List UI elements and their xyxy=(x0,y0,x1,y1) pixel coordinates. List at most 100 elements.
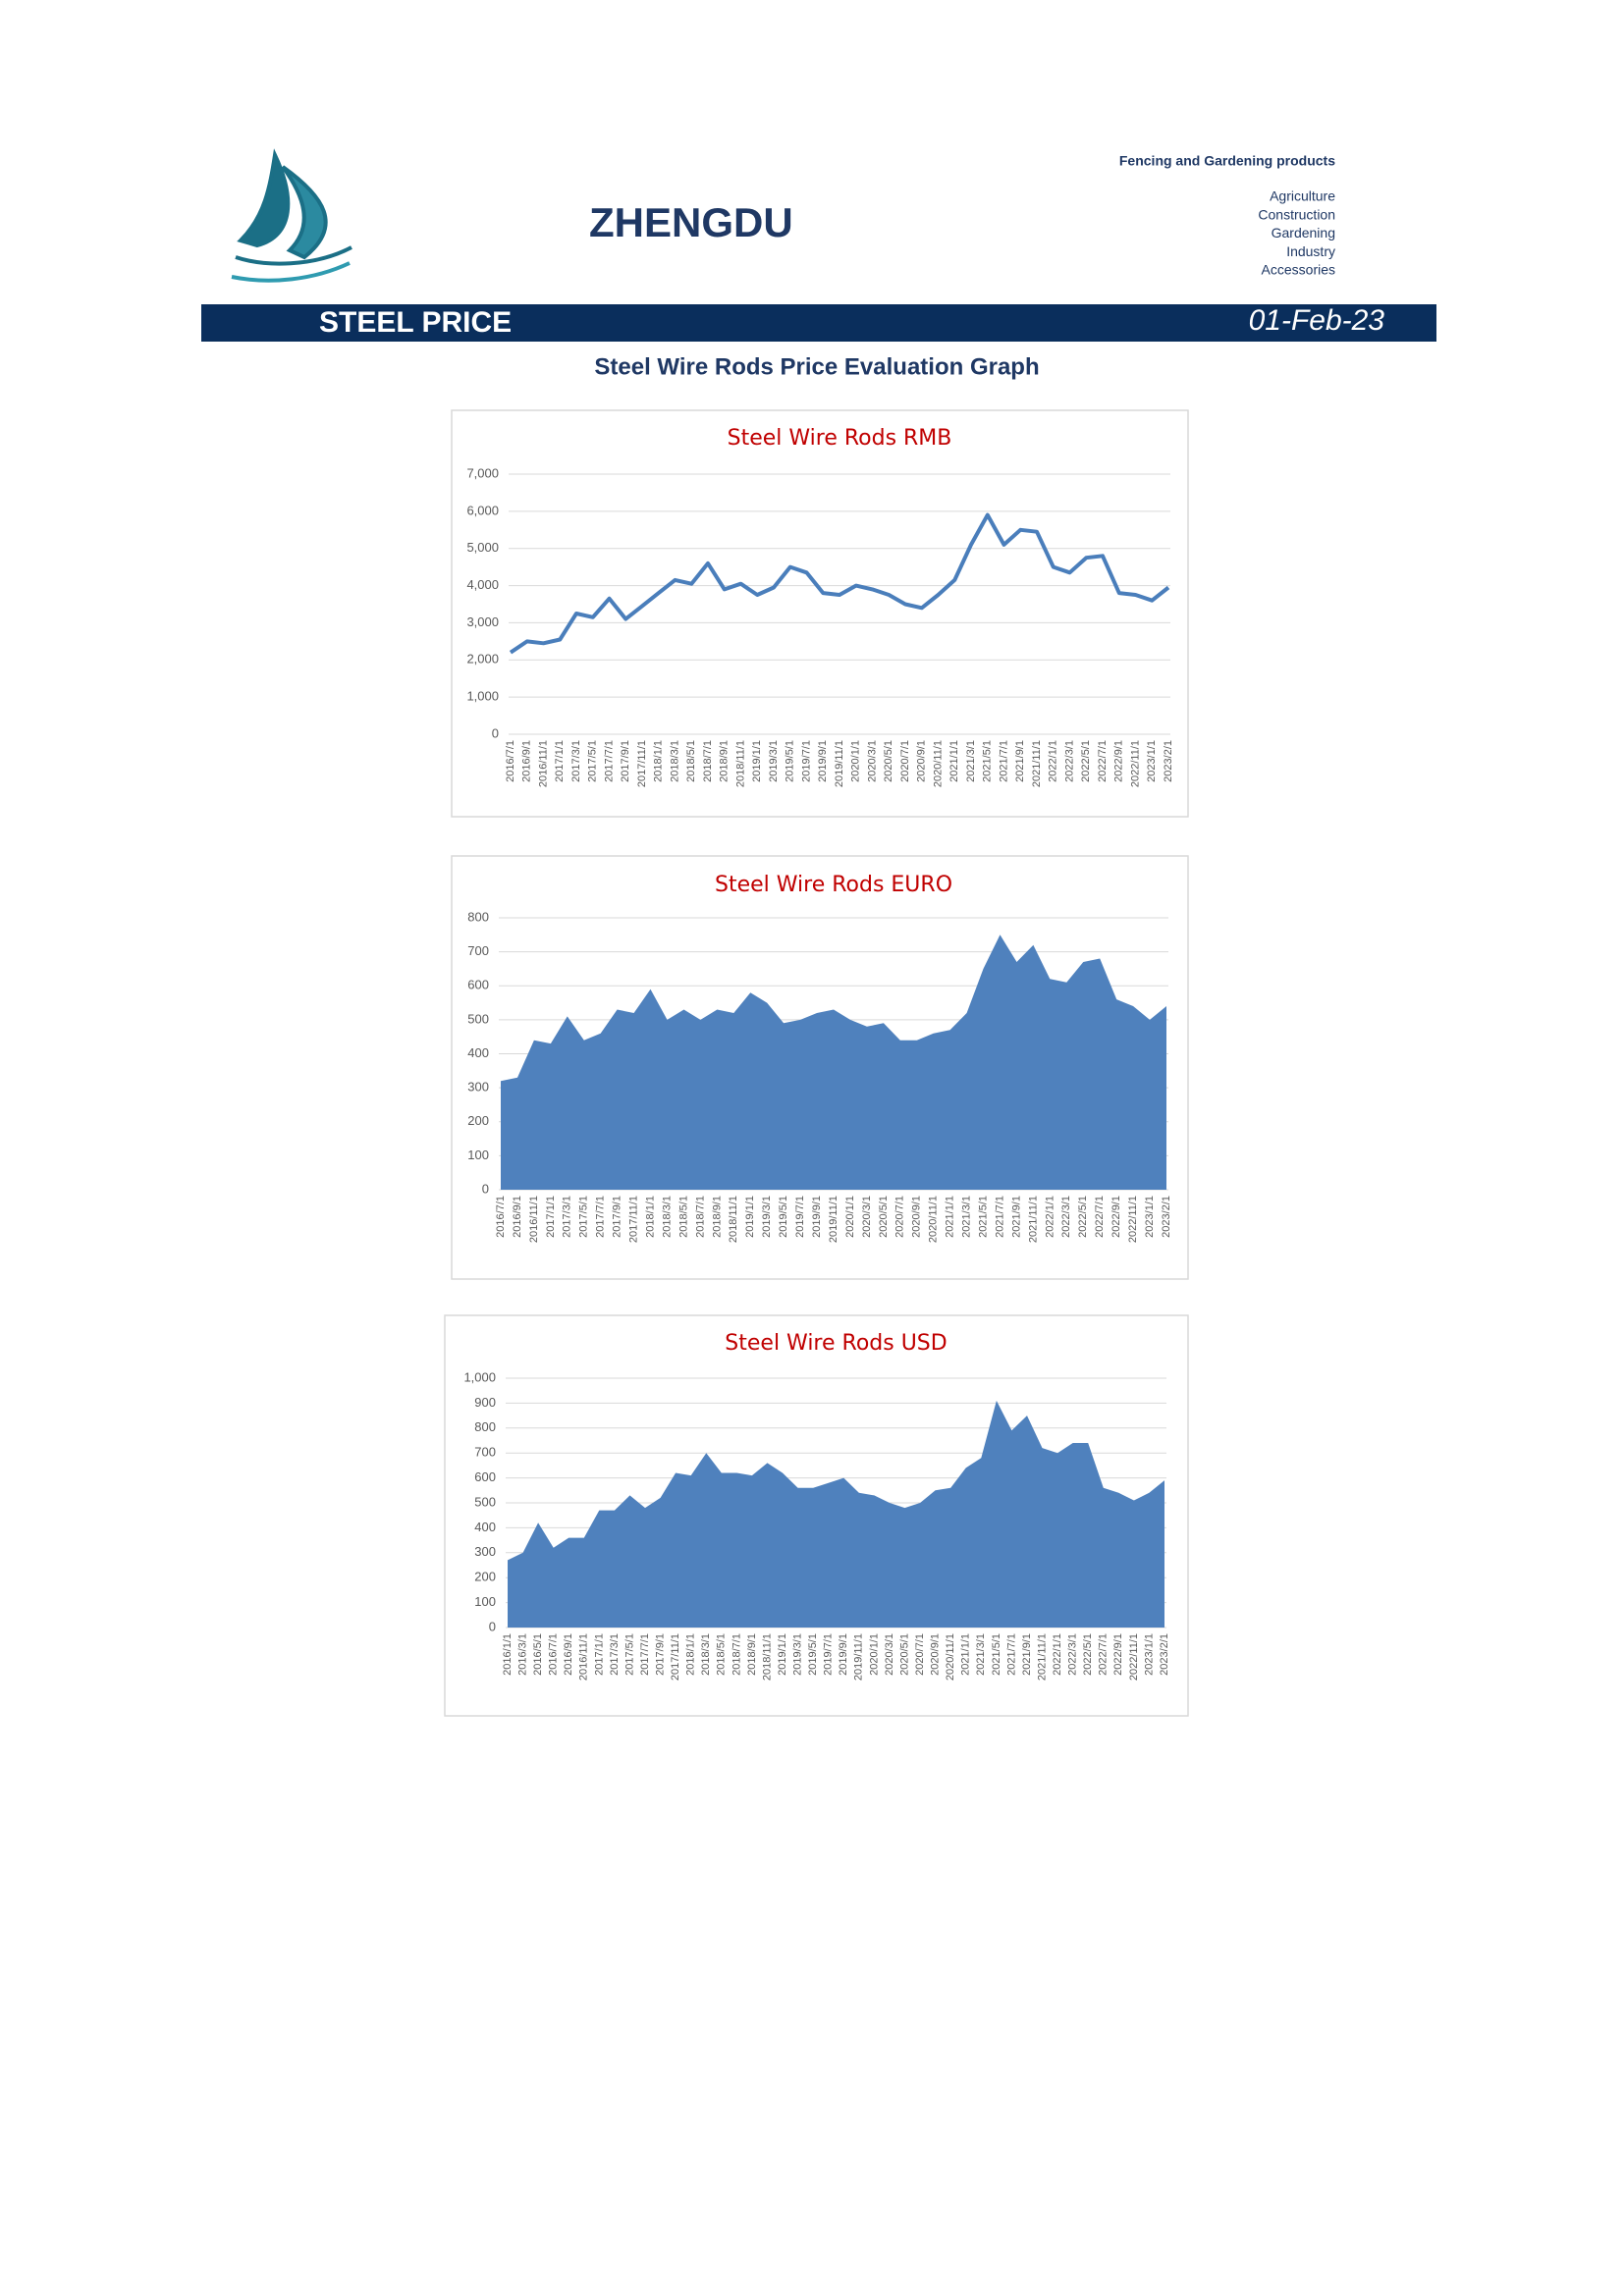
x-tick-label: 2018/7/1 xyxy=(731,1633,742,1676)
y-tick-label: 900 xyxy=(474,1395,496,1410)
x-tick-label: 2021/11/1 xyxy=(1036,1633,1048,1681)
x-tick-label: 2020/3/1 xyxy=(866,740,878,782)
y-tick-label: 3,000 xyxy=(466,614,499,629)
x-tick-label: 2018/3/1 xyxy=(700,1633,712,1676)
chart-title: Steel Wire Rods EURO xyxy=(715,873,952,897)
y-tick-label: 200 xyxy=(474,1570,496,1584)
subtitle: Steel Wire Rods Price Evaluation Graph xyxy=(594,353,1039,380)
x-tick-label: 2019/9/1 xyxy=(811,1196,823,1238)
x-tick-label: 2016/3/1 xyxy=(516,1633,528,1676)
x-tick-label: 2019/1/1 xyxy=(777,1633,788,1676)
x-tick-label: 2021/7/1 xyxy=(1005,1633,1017,1676)
x-tick-label: 2022/1/1 xyxy=(1048,740,1059,782)
y-tick-label: 300 xyxy=(467,1080,489,1095)
x-tick-label: 2021/11/1 xyxy=(1027,1196,1039,1243)
x-tick-label: 2019/3/1 xyxy=(768,740,780,782)
x-tick-label: 2017/11/1 xyxy=(636,740,648,787)
x-tick-label: 2020/7/1 xyxy=(899,740,911,782)
chart-title: Steel Wire Rods USD xyxy=(725,1331,947,1356)
x-tick-label: 2020/5/1 xyxy=(883,740,894,782)
x-tick-label: 2020/1/1 xyxy=(868,1633,880,1676)
x-tick-label: 2020/11/1 xyxy=(945,1633,956,1681)
x-tick-label: 2016/7/1 xyxy=(505,740,516,782)
x-tick-label: 2019/7/1 xyxy=(800,740,812,782)
y-tick-label: 1,000 xyxy=(463,1369,496,1384)
y-tick-label: 7,000 xyxy=(466,465,499,480)
x-tick-label: 2019/1/1 xyxy=(744,1196,756,1238)
x-tick-label: 2018/9/1 xyxy=(719,740,731,782)
x-tick-label: 2016/9/1 xyxy=(512,1196,523,1238)
x-tick-label: 2022/5/1 xyxy=(1077,1196,1089,1238)
x-tick-label: 2022/7/1 xyxy=(1097,740,1109,782)
x-tick-label: 2019/11/1 xyxy=(828,1196,839,1243)
x-tick-label: 2021/5/1 xyxy=(982,740,994,782)
x-tick-label: 2023/1/1 xyxy=(1146,740,1158,782)
x-tick-label: 2022/9/1 xyxy=(1110,1196,1122,1238)
x-tick-label: 2016/5/1 xyxy=(532,1633,544,1676)
x-tick-label: 2018/5/1 xyxy=(716,1633,728,1676)
x-tick-label: 2021/9/1 xyxy=(1014,740,1026,782)
x-tick-label: 2018/7/1 xyxy=(702,740,714,782)
x-tick-label: 2021/5/1 xyxy=(977,1196,989,1238)
x-tick-label: 2016/7/1 xyxy=(495,1196,507,1238)
y-tick-label: 700 xyxy=(467,943,489,958)
brand: ZHENGDU xyxy=(589,199,793,245)
banner-label: STEEL PRICE xyxy=(319,306,512,339)
x-tick-label: 2021/5/1 xyxy=(991,1633,1002,1676)
x-tick-label: 2019/5/1 xyxy=(807,1633,819,1676)
y-tick-label: 5,000 xyxy=(466,540,499,555)
x-tick-label: 2018/5/1 xyxy=(685,740,697,782)
x-tick-label: 2019/9/1 xyxy=(838,1633,849,1676)
x-tick-label: 2022/3/1 xyxy=(1060,1196,1072,1238)
x-tick-label: 2018/3/1 xyxy=(669,740,680,782)
x-tick-label: 2021/3/1 xyxy=(965,740,977,782)
sector-list: Agriculture Construction Gardening Industry… xyxy=(1258,188,1335,278)
x-tick-label: 2019/3/1 xyxy=(792,1633,804,1676)
x-tick-label: 2018/1/1 xyxy=(644,1196,656,1238)
chart-title: Steel Wire Rods RMB xyxy=(728,426,952,451)
x-tick-label: 2017/5/1 xyxy=(587,740,599,782)
x-tick-label: 2022/11/1 xyxy=(1129,740,1141,787)
x-tick-label: 2018/5/1 xyxy=(677,1196,689,1238)
x-tick-label: 2018/11/1 xyxy=(728,1196,739,1243)
x-tick-label: 2018/3/1 xyxy=(661,1196,673,1238)
y-tick-label: 500 xyxy=(474,1494,496,1509)
x-tick-label: 2021/9/1 xyxy=(1021,1633,1033,1676)
y-tick-label: 6,000 xyxy=(466,503,499,517)
x-tick-label: 2020/5/1 xyxy=(898,1633,910,1676)
x-tick-label: 2023/2/1 xyxy=(1163,740,1174,782)
x-tick-label: 2022/9/1 xyxy=(1113,740,1125,782)
x-tick-label: 2019/7/1 xyxy=(823,1633,835,1676)
x-tick-label: 2018/9/1 xyxy=(711,1196,723,1238)
y-tick-label: 100 xyxy=(474,1594,496,1609)
sector: Gardening xyxy=(1272,225,1335,240)
x-tick-label: 2021/1/1 xyxy=(960,1633,972,1676)
x-tick-label: 2018/11/1 xyxy=(761,1633,773,1681)
logo xyxy=(231,148,352,283)
x-tick-label: 2021/7/1 xyxy=(994,1196,1005,1238)
y-tick-label: 1,000 xyxy=(466,689,499,704)
x-tick-label: 2022/11/1 xyxy=(1127,1196,1139,1243)
sector: Accessories xyxy=(1262,262,1335,278)
data-area xyxy=(501,934,1166,1190)
x-tick-label: 2017/1/1 xyxy=(545,1196,557,1238)
sector: Industry xyxy=(1286,243,1335,259)
x-tick-label: 2019/11/1 xyxy=(853,1633,865,1681)
x-tick-label: 2016/11/1 xyxy=(578,1633,590,1681)
x-tick-label: 2022/1/1 xyxy=(1044,1196,1056,1238)
y-tick-label: 600 xyxy=(474,1469,496,1484)
x-tick-label: 2020/7/1 xyxy=(914,1633,926,1676)
x-tick-label: 2021/3/1 xyxy=(975,1633,987,1676)
tagline: Fencing and Gardening products xyxy=(1119,153,1335,169)
x-tick-label: 2017/7/1 xyxy=(639,1633,651,1676)
y-tick-label: 0 xyxy=(482,1181,489,1196)
sector: Construction xyxy=(1258,206,1335,222)
x-tick-label: 2020/3/1 xyxy=(861,1196,873,1238)
x-tick-label: 2017/9/1 xyxy=(612,1196,623,1238)
y-tick-label: 400 xyxy=(474,1520,496,1534)
x-tick-label: 2023/2/1 xyxy=(1161,1196,1172,1238)
y-tick-label: 700 xyxy=(474,1445,496,1460)
x-tick-label: 2017/1/1 xyxy=(593,1633,605,1676)
x-tick-label: 2023/2/1 xyxy=(1159,1633,1170,1676)
